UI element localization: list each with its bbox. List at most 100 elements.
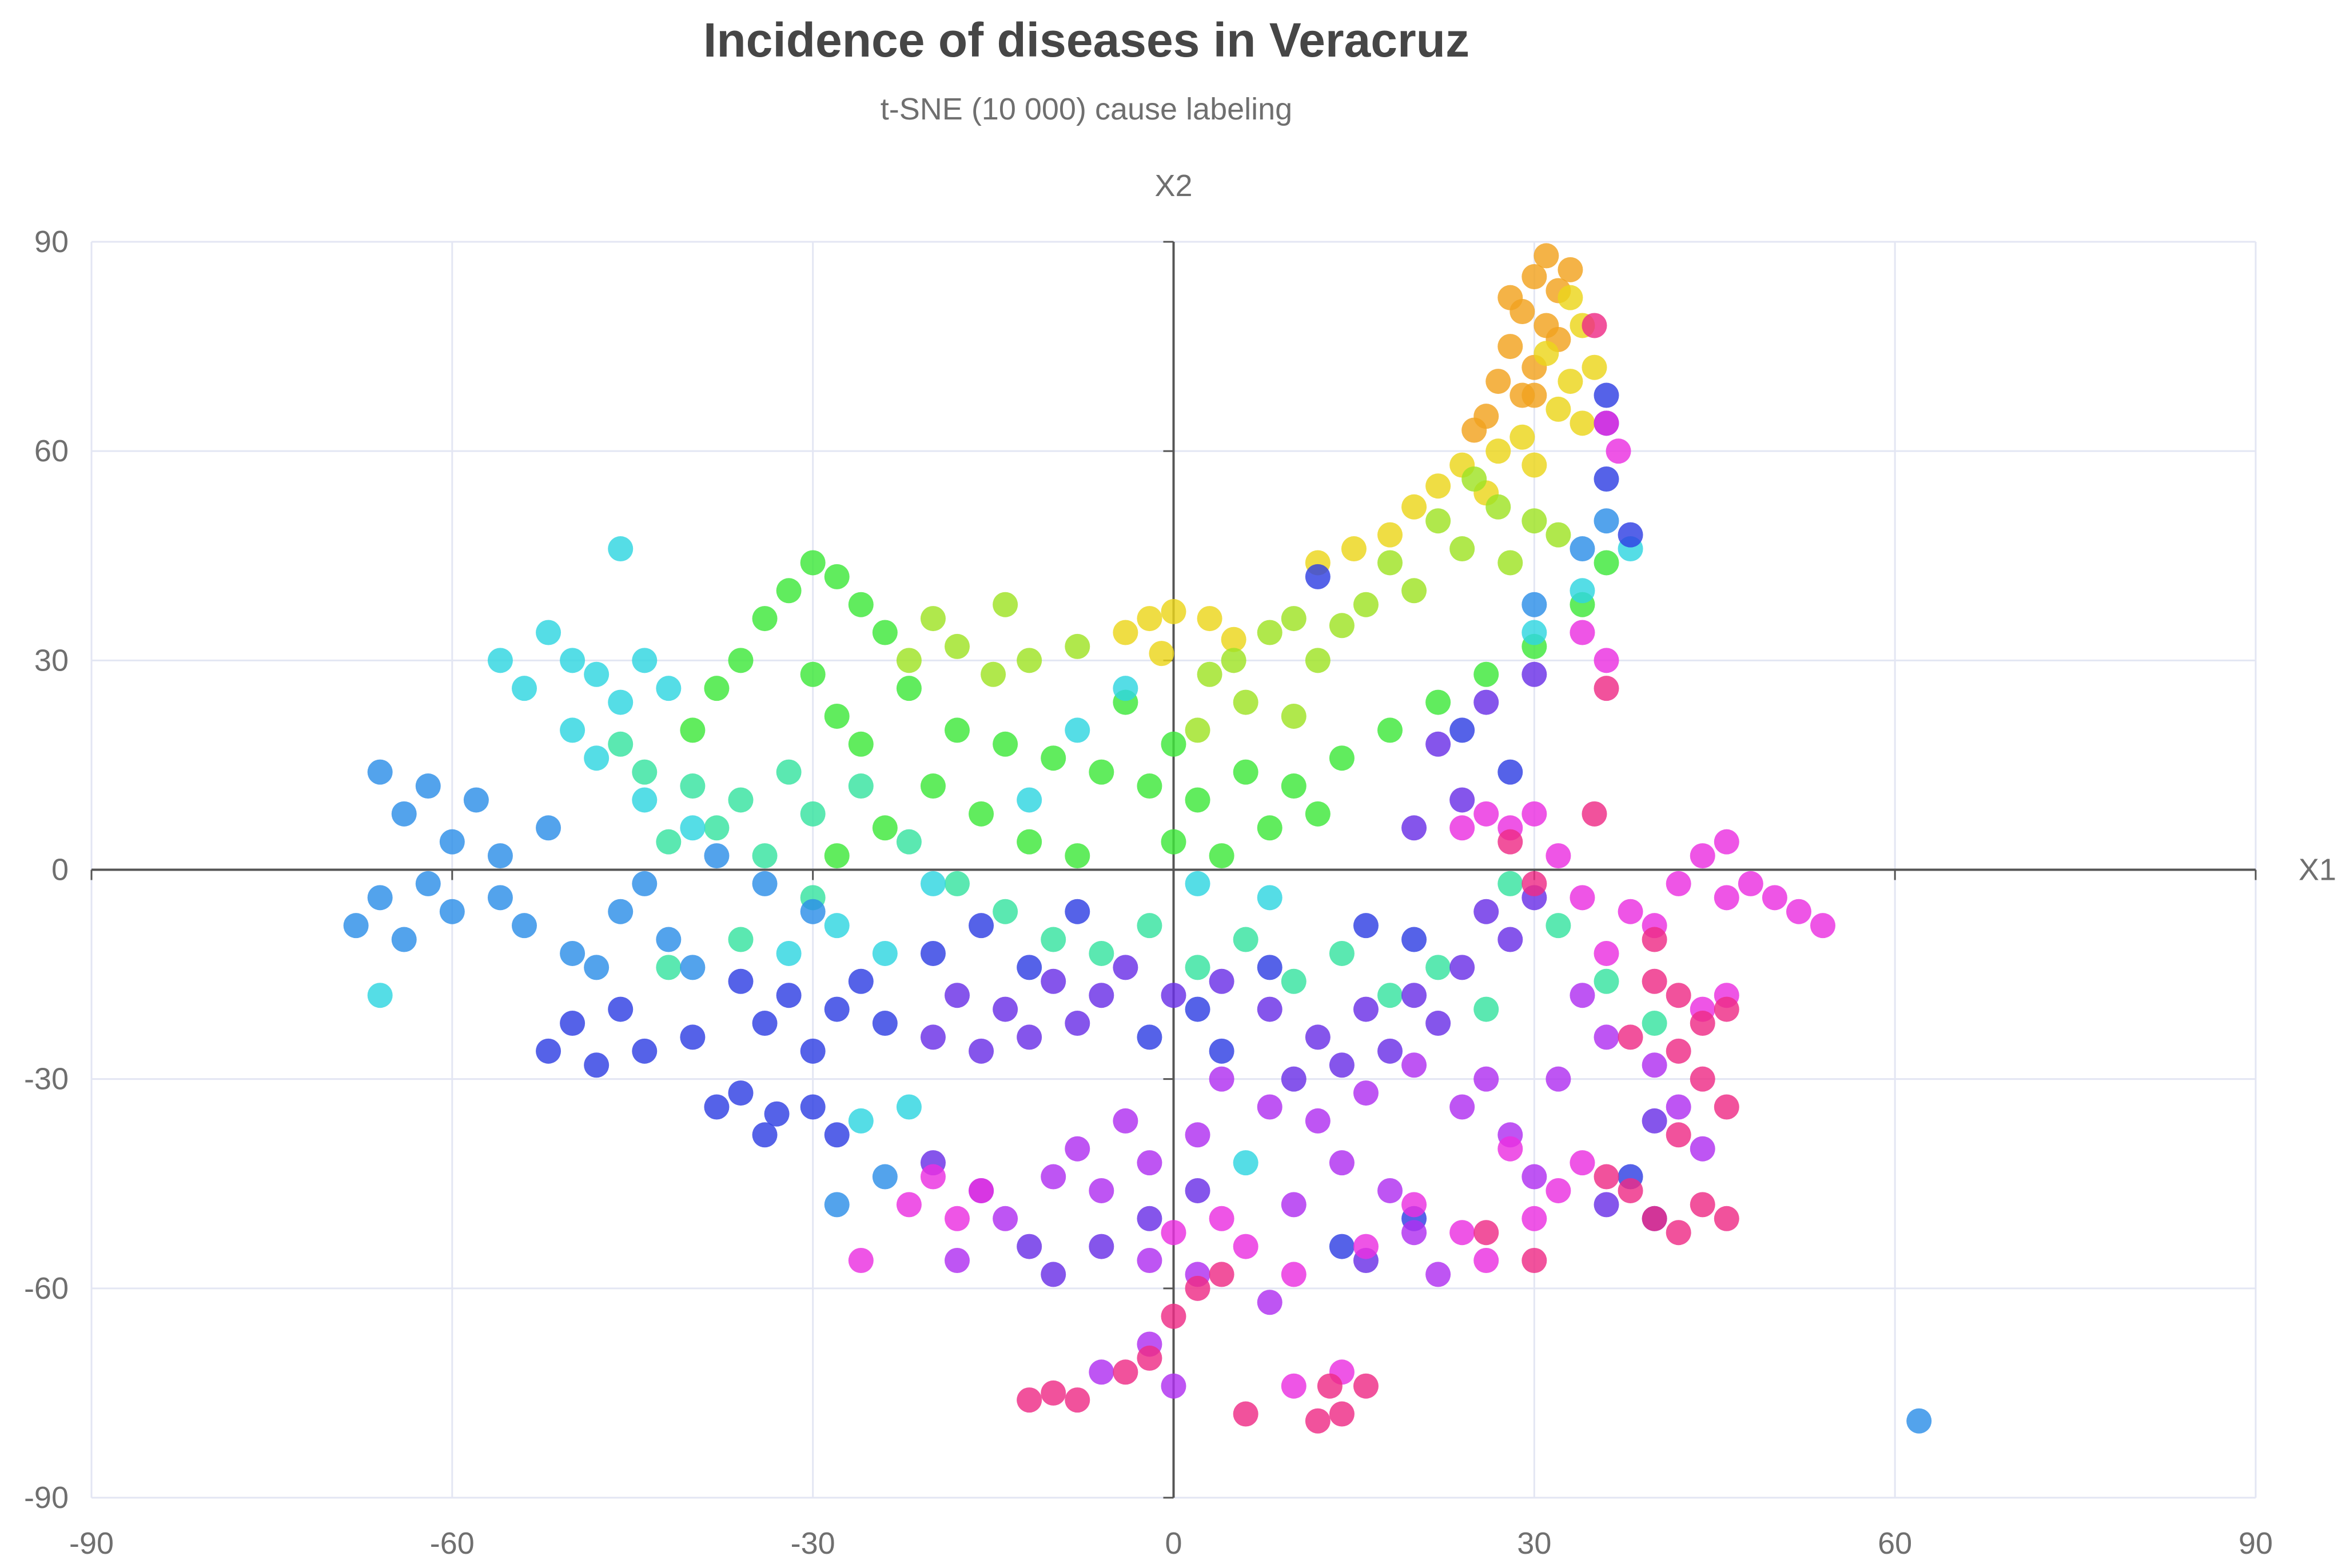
x-axis-label: X1 [2299,853,2336,887]
scatter-point [1137,1345,1162,1371]
scatter-point [1041,1164,1066,1190]
scatter-point [1642,927,1667,952]
scatter-point [608,536,634,562]
scatter-point [1257,1094,1282,1120]
scatter-point [1281,703,1307,729]
scatter-point [1449,717,1475,743]
scatter-point [896,1192,922,1218]
scatter-point [439,899,465,924]
scatter-point [776,759,802,785]
scatter-point [848,592,874,617]
scatter-point [704,676,730,701]
scatter-point [1546,1178,1571,1203]
scatter-point [1341,536,1367,562]
y-tick-label: 30 [34,643,69,677]
scatter-point [1401,815,1427,841]
scatter-point [1401,1052,1427,1078]
scatter-point [1606,438,1631,464]
scatter-point [1257,996,1282,1022]
scatter-point [656,676,682,701]
scatter-point [1185,871,1210,896]
scatter-point [512,913,537,939]
scatter-point [1618,522,1643,548]
scatter-point [1594,382,1619,408]
scatter-point [1329,1401,1355,1427]
scatter-point [1690,1136,1715,1162]
scatter-point [1041,927,1066,952]
scatter-point [1570,983,1595,1008]
scatter-point [872,1011,898,1036]
scatter-point [1425,1262,1451,1287]
scatter-point [1425,689,1451,715]
scatter-point [1137,913,1162,939]
scatter-point [1594,968,1619,994]
scatter-point [1582,801,1607,827]
scatter-point [1305,1024,1331,1050]
x-tick-label: 60 [1878,1526,1912,1561]
scatter-point [1209,843,1234,869]
scatter-point [584,955,610,980]
scatter-point [1065,717,1090,743]
scatter-point [1714,996,1739,1022]
scatter-point [1137,773,1162,799]
scatter-point [680,717,706,743]
scatter-point [1425,731,1451,757]
scatter-point [1570,1150,1595,1176]
scatter-point [656,829,682,855]
scatter-point [1534,243,1559,269]
scatter-point [1017,1387,1042,1413]
scatter-point [704,843,730,869]
scatter-point [1509,424,1535,450]
scatter-point [704,815,730,841]
chart-subtitle: t-SNE (10 000) cause labeling [880,92,1293,126]
scatter-point [1786,899,1811,924]
scatter-point [560,1011,586,1036]
x-tick-label: 30 [1517,1526,1551,1561]
scatter-point [463,787,489,813]
scatter-point [728,1080,754,1106]
scatter-point [1113,1359,1138,1385]
scatter-point [1570,410,1595,436]
scatter-point [560,717,586,743]
scatter-point [536,620,561,645]
scatter-point [728,648,754,673]
scatter-point [1089,759,1114,785]
scatter-point [439,829,465,855]
scatter-point [367,759,393,785]
scatter-point [1666,983,1691,1008]
scatter-point [920,1164,946,1190]
scatter-point [1690,843,1715,869]
scatter-point [1642,1052,1667,1078]
scatter-point [1209,1038,1234,1064]
scatter-point [1594,1192,1619,1218]
scatter-point [848,731,874,757]
chart-title: Incidence of diseases in Veracruz [703,13,1469,67]
scatter-point [848,1248,874,1274]
scatter-point [1317,1373,1343,1399]
scatter-point [1353,913,1379,939]
scatter-point [896,1094,922,1120]
scatter-point [1425,508,1451,534]
scatter-point [560,940,586,966]
scatter-point [776,578,802,604]
scatter-point [1666,871,1691,896]
scatter-point [764,1101,790,1127]
scatter-point [1197,661,1222,687]
scatter-point [848,773,874,799]
scatter-point [728,968,754,994]
scatter-point [1642,1108,1667,1134]
scatter-point [728,927,754,952]
scatter-point [1161,1303,1186,1329]
scatter-point [848,968,874,994]
scatter-point [1401,1192,1427,1218]
scatter-point [1594,940,1619,966]
scatter-point [1473,801,1499,827]
scatter-point [1714,885,1739,911]
scatter-point [1017,955,1042,980]
scatter-point [656,955,682,980]
scatter-point [1642,968,1667,994]
scatter-point [1233,927,1258,952]
scatter-point [1065,1136,1090,1162]
scatter-point [872,940,898,966]
